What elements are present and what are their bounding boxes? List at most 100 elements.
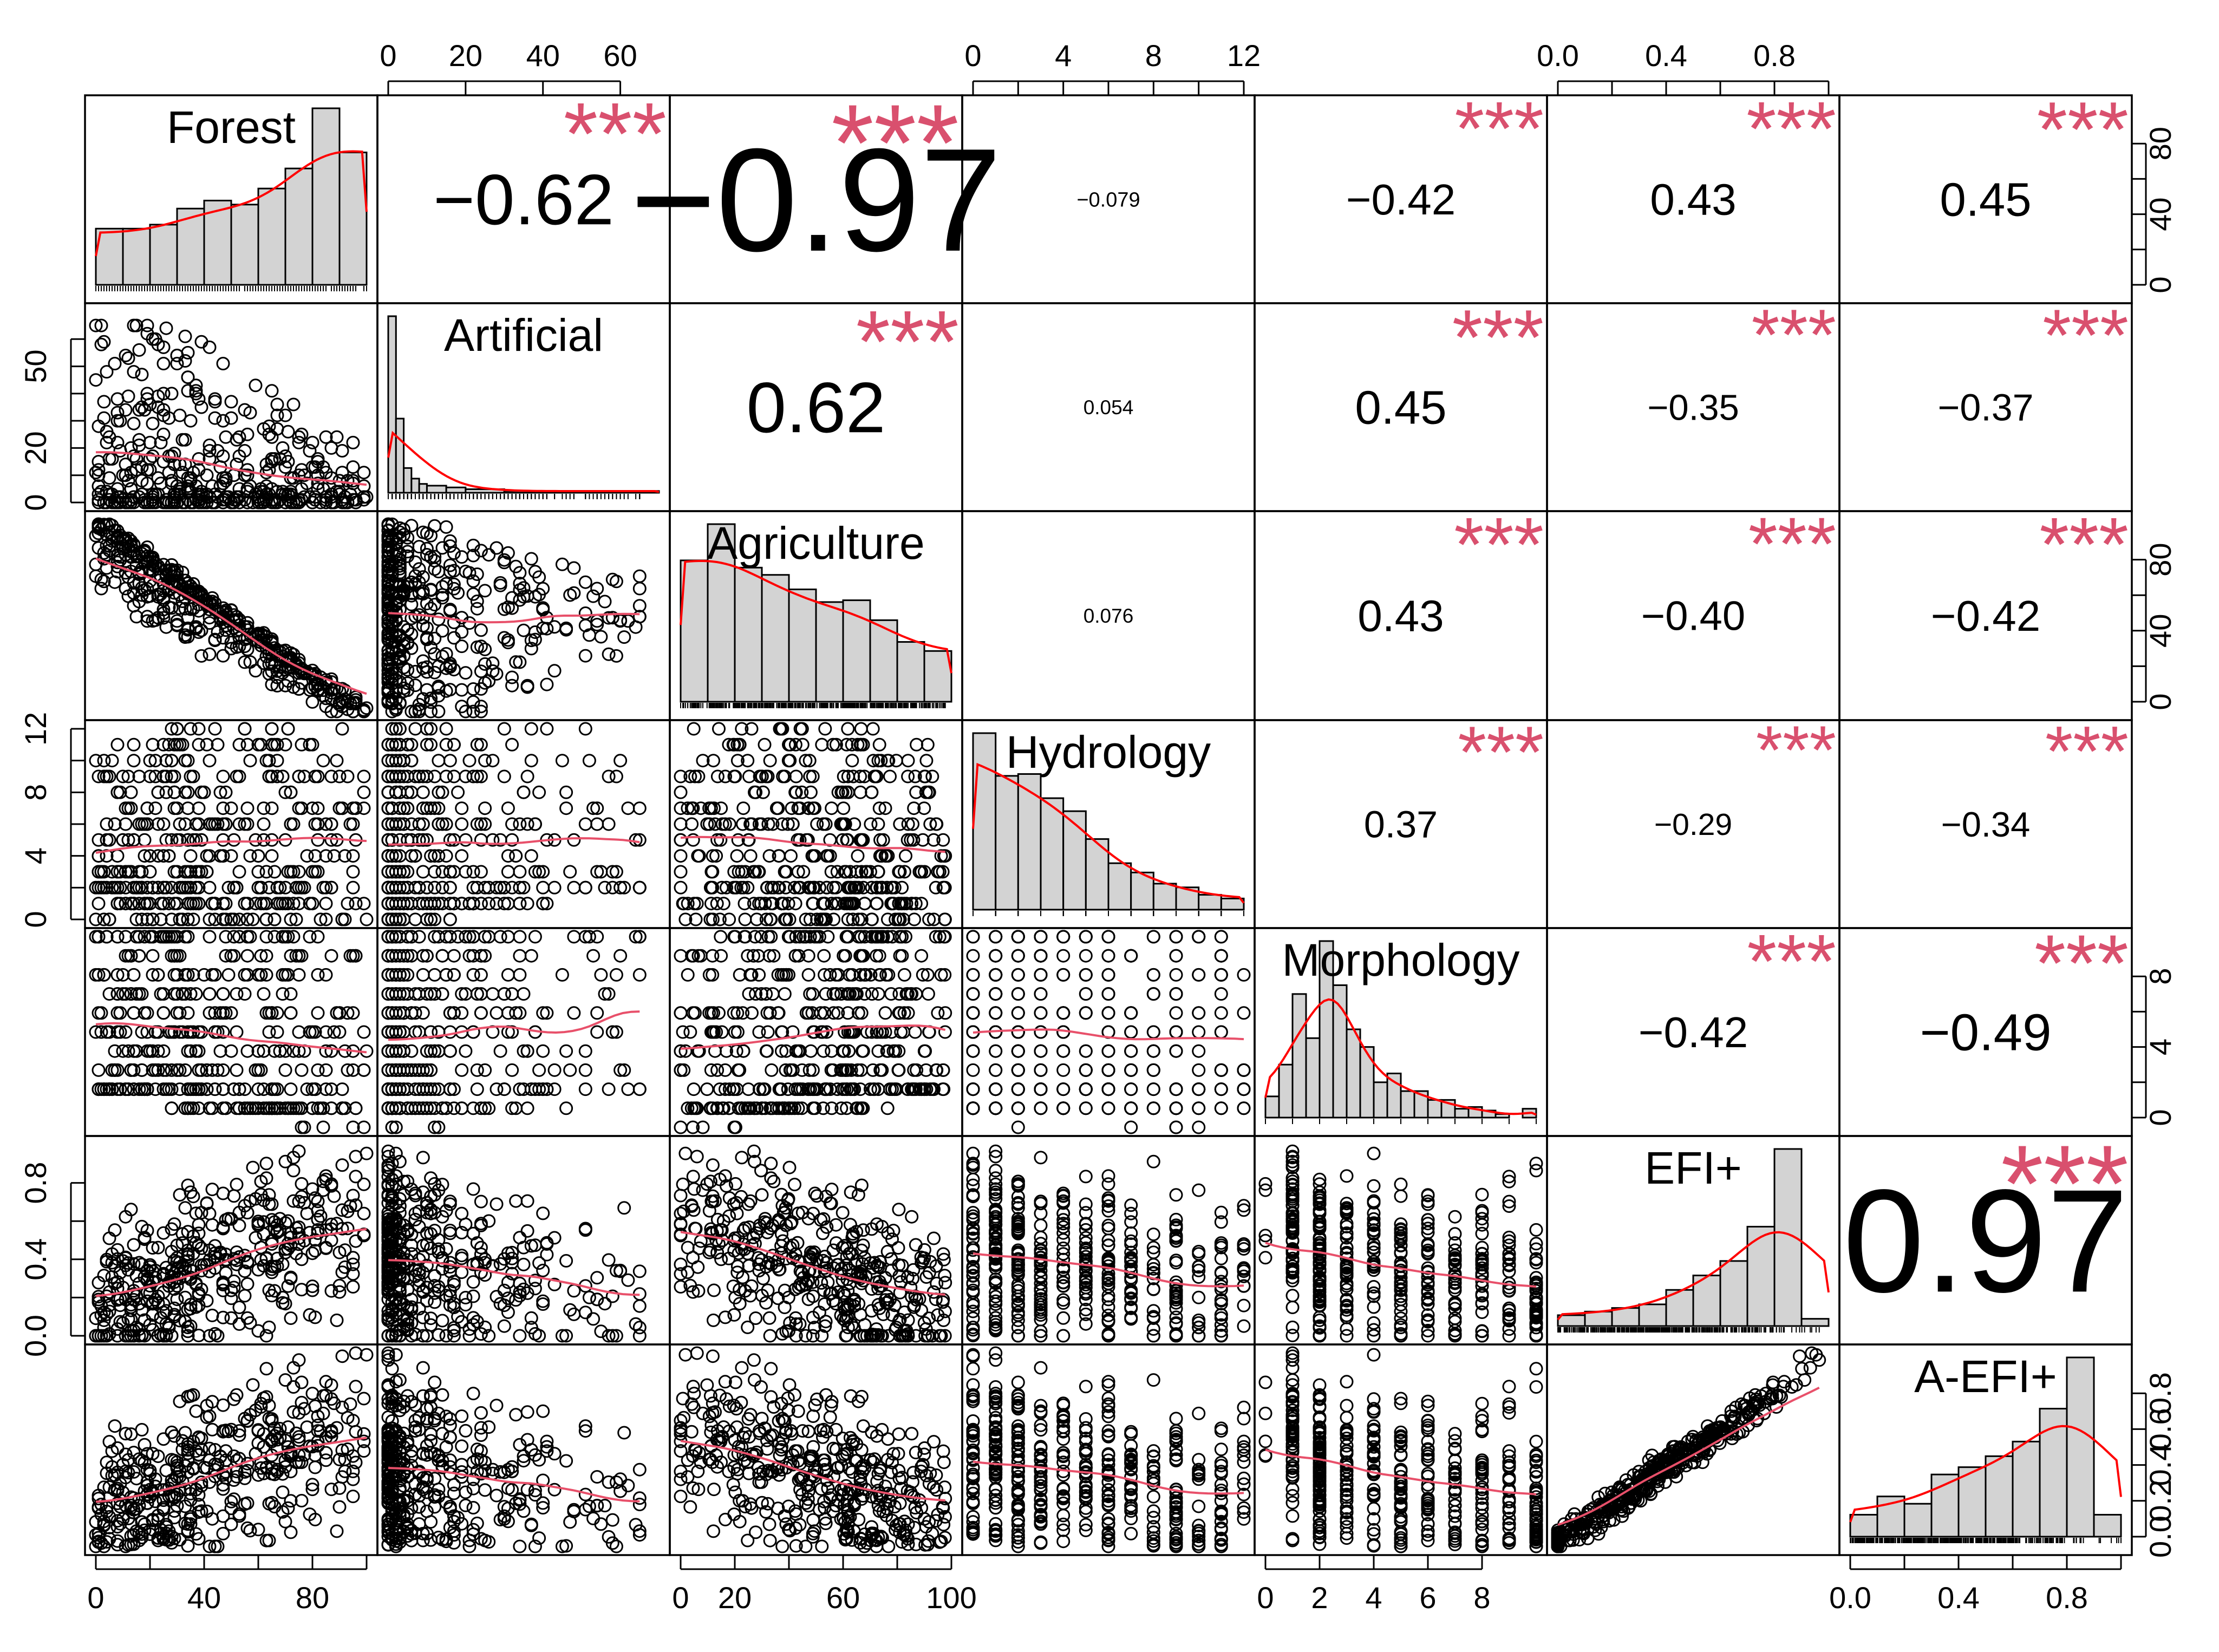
scatter-panel-4-0 bbox=[89, 930, 374, 1134]
scatter-point bbox=[837, 801, 851, 815]
scatter-point bbox=[1011, 968, 1025, 982]
scatter-point bbox=[532, 1063, 546, 1077]
scatter-point bbox=[555, 557, 569, 571]
scatter-point bbox=[308, 490, 322, 504]
scatter-point bbox=[262, 769, 276, 783]
scatter-point bbox=[1056, 1044, 1071, 1058]
scatter-point bbox=[305, 897, 319, 911]
scatter-point bbox=[524, 849, 538, 863]
scatter-point bbox=[917, 1044, 931, 1058]
scatter-point bbox=[897, 1025, 911, 1039]
scatter-point bbox=[617, 630, 631, 644]
scatter-point bbox=[230, 1178, 244, 1192]
scatter-point bbox=[159, 321, 173, 335]
scatter-point bbox=[428, 519, 442, 533]
scatter-point bbox=[817, 949, 831, 963]
scatter-point bbox=[712, 722, 726, 736]
smooth-line bbox=[95, 451, 367, 486]
scatter-point bbox=[240, 482, 254, 496]
scatter-point bbox=[230, 1063, 244, 1077]
scatter-point bbox=[1237, 1082, 1251, 1096]
scatter-point bbox=[127, 754, 141, 768]
scatter-point bbox=[178, 1201, 192, 1215]
scatter-point bbox=[178, 433, 192, 447]
scatter-point bbox=[278, 449, 292, 463]
scatter-point bbox=[1237, 968, 1251, 982]
scatter-point bbox=[878, 1006, 892, 1020]
scatter-point bbox=[621, 614, 635, 628]
scatter-point bbox=[563, 588, 577, 602]
scatter-point bbox=[94, 1006, 108, 1020]
scatter-point bbox=[116, 468, 130, 482]
scatter-point bbox=[517, 623, 531, 637]
scatter-point bbox=[598, 595, 612, 609]
scatter-point bbox=[470, 1082, 484, 1096]
scatter-point bbox=[989, 949, 1003, 963]
scatter-point bbox=[632, 569, 647, 583]
scatter-point bbox=[761, 1025, 775, 1039]
scatter-point bbox=[316, 880, 330, 894]
scatter-point bbox=[227, 493, 241, 507]
scatter-point bbox=[284, 817, 298, 831]
scatter-point bbox=[259, 912, 273, 926]
scatter-point bbox=[578, 722, 592, 736]
scatter-point bbox=[490, 1290, 504, 1304]
scatter-point bbox=[806, 987, 820, 1001]
scatter-point bbox=[208, 722, 222, 736]
scatter-point bbox=[536, 880, 550, 894]
scatter-point bbox=[278, 408, 292, 422]
scatter-point bbox=[100, 365, 114, 379]
scatter-point bbox=[295, 427, 309, 441]
scatter-point bbox=[864, 817, 878, 831]
scatter-point bbox=[227, 1189, 241, 1203]
scatter-point bbox=[270, 397, 284, 412]
scatter-point bbox=[478, 1063, 492, 1077]
scatter-point bbox=[578, 1082, 592, 1096]
scatter-point bbox=[520, 1194, 534, 1208]
scatter-point bbox=[513, 897, 527, 911]
scatter-point bbox=[439, 769, 453, 783]
scatter-point bbox=[490, 1197, 504, 1211]
scatter-point bbox=[408, 555, 422, 569]
scatter-point bbox=[286, 817, 301, 831]
scatter-point bbox=[94, 318, 108, 332]
scatter-point bbox=[97, 411, 111, 425]
scatter-point bbox=[416, 865, 430, 879]
scatter-point bbox=[455, 817, 469, 831]
scatter-point bbox=[989, 968, 1003, 982]
scatter-point bbox=[1214, 968, 1228, 982]
scatter-point bbox=[741, 1082, 755, 1096]
scatter-point bbox=[567, 1006, 581, 1020]
scatter-point bbox=[324, 949, 338, 963]
scatter-point bbox=[459, 833, 473, 847]
scatter-point bbox=[880, 1101, 895, 1115]
scatter-point bbox=[1124, 1044, 1138, 1058]
scatter-point bbox=[632, 1299, 647, 1313]
scatter-point bbox=[224, 395, 238, 409]
scatter-point bbox=[146, 416, 160, 430]
scatter-point bbox=[989, 930, 1003, 944]
scatter-point bbox=[146, 949, 160, 963]
panel-frame-4-3 bbox=[961, 927, 1256, 1137]
scatter-point bbox=[165, 495, 179, 510]
scatter-point bbox=[216, 414, 230, 428]
scatter-point bbox=[854, 722, 868, 736]
scatter-point bbox=[108, 357, 122, 370]
scatter-point bbox=[730, 849, 744, 863]
scatter-point bbox=[1169, 949, 1183, 963]
scatter-point bbox=[121, 801, 135, 815]
scatter-point bbox=[439, 849, 453, 863]
scatter-point bbox=[184, 414, 198, 428]
scatter-point bbox=[346, 865, 360, 879]
scatter-point bbox=[132, 403, 146, 417]
scatter-point bbox=[270, 408, 284, 422]
scatter-point bbox=[590, 1006, 604, 1020]
scatter-point bbox=[224, 411, 238, 425]
scatter-point bbox=[455, 1251, 469, 1265]
scatter-point bbox=[759, 1044, 773, 1058]
scatter-point bbox=[424, 583, 438, 597]
scatter-point bbox=[408, 912, 422, 926]
scatter-point bbox=[462, 754, 477, 768]
scatter-point bbox=[205, 1308, 219, 1322]
scatter-point bbox=[674, 833, 688, 847]
